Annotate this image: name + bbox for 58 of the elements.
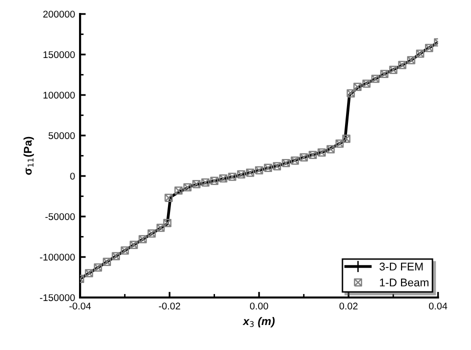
y-tick-label: 0 [70,172,75,180]
point [371,74,380,83]
point [282,158,290,168]
y-tick-label: 150000 [44,51,75,58]
x-tick-label: 0.04 [428,302,448,310]
point [130,240,138,249]
x-tick-label: -0.04 [69,302,91,310]
point [192,180,201,188]
point [272,162,282,170]
point [308,150,317,160]
point [326,145,335,154]
point [228,172,236,181]
x-tick-label: -0.02 [158,302,180,310]
point [174,186,183,195]
y-tick-label: -100000 [40,254,75,261]
point [246,168,254,177]
y-tick-label: 50000 [48,132,75,140]
x-tick-label: 0.02 [339,302,358,310]
point [290,156,299,165]
point [353,82,362,91]
point [342,134,350,143]
point [94,263,102,272]
y-axis-title: σ$_{11}$(Pa) [24,136,34,175]
point [264,164,272,172]
point [237,170,246,178]
x-tick-label: 0.00 [250,302,268,310]
x-axis-title: x$_{3}$ (m) [242,316,275,328]
point [201,178,210,187]
point [156,224,165,232]
y-tick-label: -150000 [40,294,75,302]
point [164,194,173,202]
point [210,176,218,185]
legend-label: 1-D Beam [380,278,428,286]
y-tick-label: 100000 [44,92,75,99]
y-tick-label: -50000 [45,213,75,220]
legend-label: 3-D FEM [380,262,423,270]
point [416,50,424,58]
point [120,246,129,255]
point [407,56,416,64]
y-tick-label: 200000 [43,10,75,18]
point [389,66,398,74]
point [112,252,120,260]
point [254,166,264,174]
point [102,258,112,266]
point [335,140,344,148]
point [183,183,192,192]
point [398,60,406,70]
point [362,80,371,88]
point [380,70,388,78]
point [163,218,172,228]
point [138,235,147,244]
point [219,174,228,183]
point [84,269,94,278]
point [300,153,308,162]
point [318,148,326,157]
point [424,44,434,52]
point [346,89,355,98]
point [148,229,156,238]
